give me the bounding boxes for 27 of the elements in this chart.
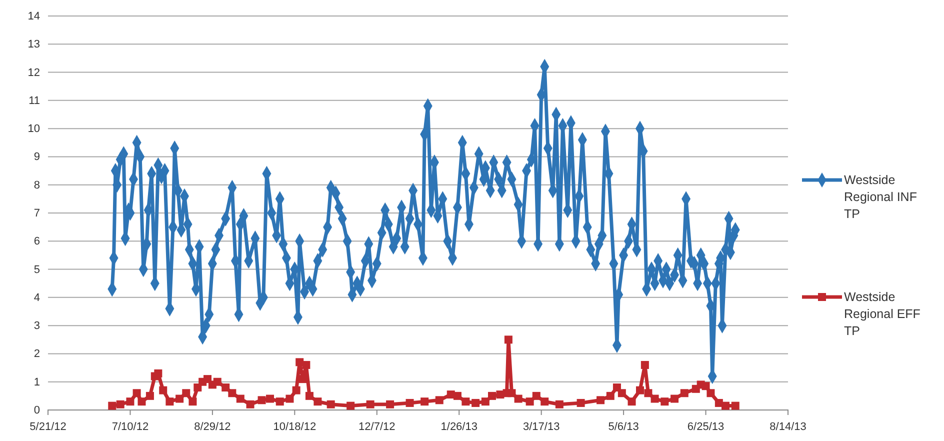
- y-tick-label: 11: [28, 94, 40, 107]
- x-tick-label: 10/18/12: [273, 421, 316, 434]
- x-tick-label: 5/21/12: [30, 421, 66, 434]
- legend-label: Westside Regional INF TP: [844, 173, 918, 221]
- legend-label: Westside Regional EFF TP: [844, 290, 921, 338]
- x-tick-label: 7/10/12: [112, 421, 149, 434]
- y-tick-label: 2: [34, 348, 40, 360]
- x-tick-label: 6/25/13: [687, 421, 724, 434]
- y-tick-label: 4: [34, 292, 40, 304]
- y-tick-label: 9: [34, 151, 40, 164]
- y-tick-label: 1: [34, 376, 40, 388]
- x-tick-label: 8/29/12: [194, 421, 231, 434]
- y-tick-label: 12: [28, 66, 40, 79]
- y-tick-label: 7: [34, 208, 40, 220]
- y-tick-label: 10: [28, 123, 40, 136]
- y-tick-label: 8: [34, 179, 40, 192]
- x-tick-label: 12/7/12: [358, 421, 396, 434]
- x-tick-label: 3/17/13: [522, 421, 560, 434]
- y-tick-label: 14: [28, 10, 40, 23]
- x-tick-label: 1/26/13: [440, 421, 478, 434]
- y-tick-label: 6: [34, 236, 40, 248]
- y-tick-label: 3: [34, 320, 40, 332]
- x-tick-label: 5/6/13: [608, 421, 639, 434]
- x-tick-label: 8/14/13: [770, 421, 806, 434]
- y-tick-label: 0: [34, 404, 40, 417]
- y-tick-label: 5: [34, 264, 40, 276]
- y-tick-label: 13: [28, 38, 40, 51]
